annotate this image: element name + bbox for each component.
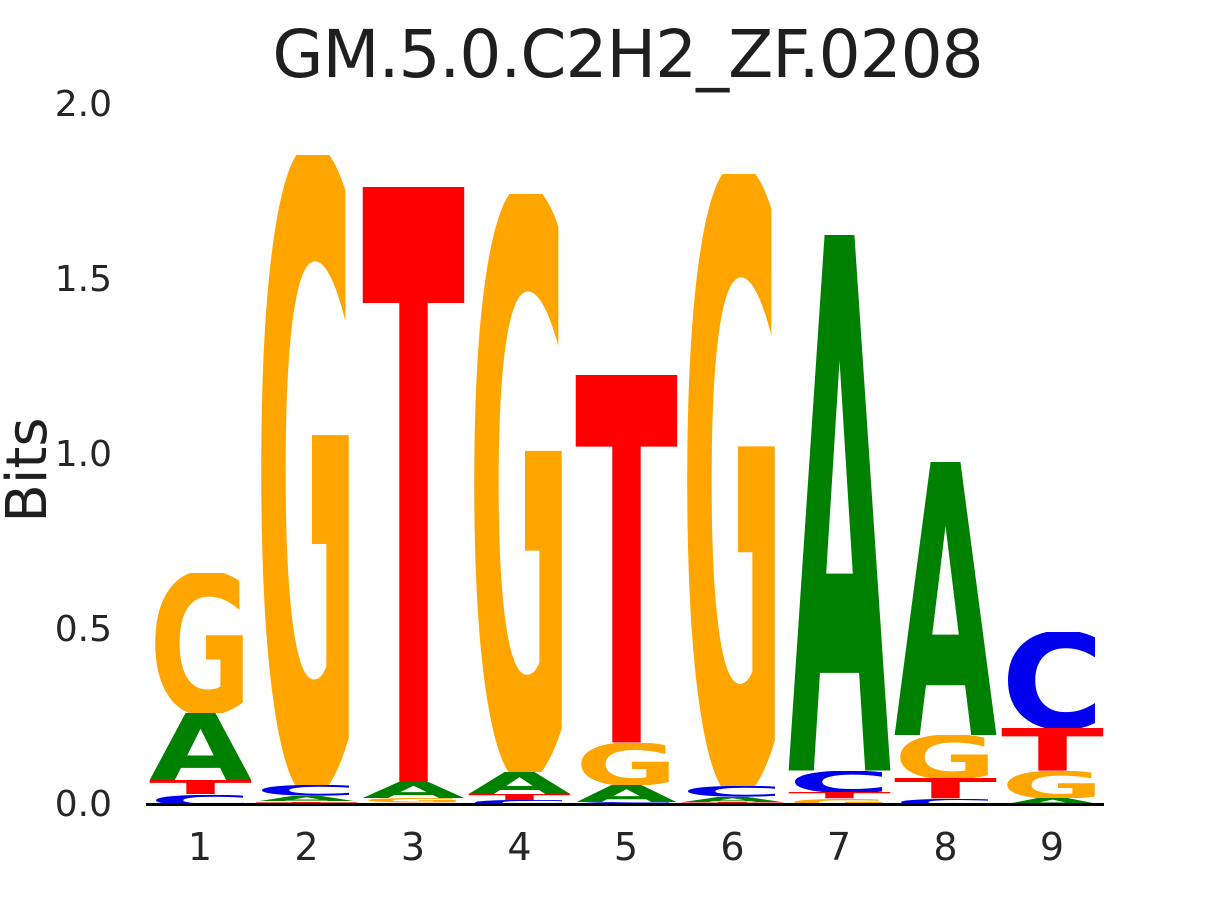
x-tick-label-1: 1: [187, 825, 213, 869]
svg-text:G: G: [894, 735, 997, 779]
logo-letter-t-pos5: T: [575, 375, 678, 743]
logo-letter-t-pos4: T: [468, 794, 571, 800]
svg-text:A: A: [788, 235, 891, 771]
logo-letter-t-pos1: T: [149, 780, 252, 795]
y-tick-label-0.0: 0.0: [54, 784, 112, 825]
svg-text:C: C: [1001, 632, 1104, 728]
x-tick-label-3: 3: [400, 825, 426, 869]
svg-text:A: A: [894, 462, 997, 735]
svg-text:G: G: [362, 798, 465, 803]
svg-text:A: A: [575, 785, 678, 803]
logo-letter-a-pos3: A: [362, 782, 465, 798]
svg-text:G: G: [575, 743, 678, 785]
logo-letter-a-pos9: A: [1001, 798, 1104, 805]
logo-letter-g-pos7: G: [788, 799, 891, 805]
svg-text:T: T: [1001, 728, 1104, 771]
logo-letter-c-pos4: C: [468, 800, 571, 805]
logo-letter-c-pos1: C: [149, 795, 252, 806]
logo-letter-g-pos1: G: [149, 573, 252, 713]
svg-text:A: A: [1001, 798, 1104, 805]
y-tick-label-2.0: 2.0: [54, 84, 112, 125]
svg-text:C: C: [255, 785, 358, 796]
y-tick-label-1.5: 1.5: [54, 259, 112, 300]
x-axis-baseline: [146, 803, 1104, 806]
svg-text:T: T: [575, 375, 678, 743]
logo-letter-t-pos3: T: [362, 187, 465, 782]
svg-text:A: A: [149, 713, 252, 780]
svg-text:T: T: [894, 778, 997, 798]
svg-text:A: A: [362, 782, 465, 798]
x-tick-label-5: 5: [613, 825, 639, 869]
svg-text:C: C: [788, 771, 891, 793]
x-tick-label-6: 6: [720, 825, 745, 869]
logo-letter-c-pos7: C: [788, 771, 891, 793]
y-tick-label-0.5: 0.5: [54, 609, 112, 650]
logo-letter-g-pos8: G: [894, 735, 997, 779]
logo-letter-g-pos5: G: [575, 743, 678, 785]
logo-letter-a-pos6: A: [681, 797, 784, 802]
svg-text:T: T: [468, 794, 571, 800]
logo-letter-c-pos6: C: [681, 786, 784, 797]
logo-letter-g-pos6: G: [681, 174, 784, 787]
y-tick-label-1.0: 1.0: [54, 434, 112, 475]
svg-text:A: A: [255, 796, 358, 802]
logo-letter-c-pos9: C: [1001, 632, 1104, 728]
svg-text:C: C: [149, 795, 252, 806]
logo-letter-g-pos2: G: [255, 155, 358, 785]
x-tick-label-2: 2: [294, 825, 319, 869]
svg-text:G: G: [255, 155, 358, 785]
logo-letter-a-pos2: A: [255, 796, 358, 802]
svg-text:G: G: [468, 194, 571, 772]
svg-text:G: G: [681, 174, 784, 787]
svg-text:T: T: [149, 780, 252, 795]
svg-text:G: G: [149, 573, 252, 713]
chart-title: GM.5.0.C2H2_ZF.0208: [272, 16, 983, 93]
logo-letter-c-pos8: C: [894, 799, 997, 805]
logo-letter-g-pos3: G: [362, 798, 465, 803]
svg-text:A: A: [681, 797, 784, 802]
svg-text:T: T: [362, 187, 465, 782]
svg-text:C: C: [681, 786, 784, 797]
logo-letter-t-pos8: T: [894, 778, 997, 798]
logo-letter-g-pos4: G: [468, 194, 571, 772]
logo-letter-c-pos2: C: [255, 785, 358, 796]
x-tick-label-8: 8: [933, 825, 958, 869]
x-tick-label-4: 4: [507, 825, 532, 869]
logo-letter-a-pos1: A: [149, 713, 252, 780]
svg-text:C: C: [468, 800, 571, 805]
svg-text:G: G: [1001, 771, 1104, 798]
svg-text:C: C: [894, 799, 997, 805]
svg-text:G: G: [788, 799, 891, 805]
svg-text:A: A: [468, 772, 571, 794]
logo-letter-a-pos5: A: [575, 785, 678, 803]
logo-letter-t-pos7: T: [788, 792, 891, 798]
x-tick-label-9: 9: [1039, 825, 1065, 869]
logo-letter-a-pos8: A: [894, 462, 997, 735]
logo-letter-t-pos9: T: [1001, 728, 1104, 771]
svg-text:T: T: [788, 792, 891, 798]
logo-letter-a-pos7: A: [788, 235, 891, 771]
x-tick-label-7: 7: [826, 825, 852, 869]
logo-letter-g-pos9: G: [1001, 771, 1104, 798]
logo-letter-a-pos4: A: [468, 772, 571, 794]
